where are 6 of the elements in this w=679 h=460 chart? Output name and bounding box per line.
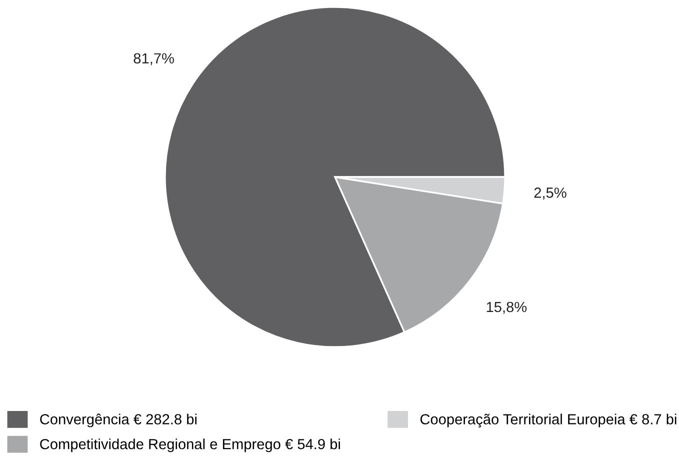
legend-label: Convergência € 282.8 bi — [40, 414, 196, 428]
data-label: 81,7% — [134, 53, 174, 66]
data-label: 2,5% — [534, 188, 566, 200]
data-label: 15,8% — [486, 302, 527, 314]
legend-label: Cooperação Territorial Europeia € 8.7 bi — [420, 414, 676, 428]
legend-label: Competitividade Regional e Emprego € 54.9 bi — [40, 438, 340, 452]
